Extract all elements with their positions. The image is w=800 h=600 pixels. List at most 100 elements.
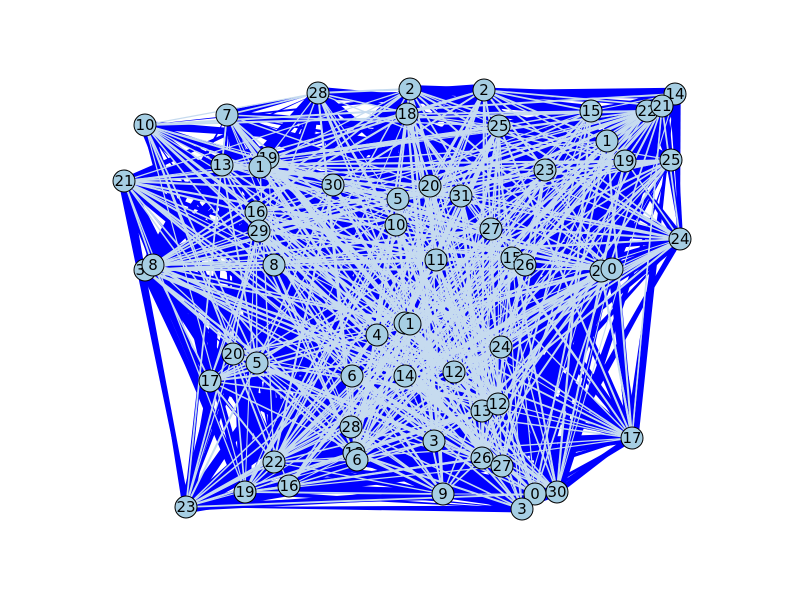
edge	[356, 110, 648, 461]
edge	[145, 270, 190, 508]
graph-node: 21	[112, 169, 136, 193]
graph-node: 24	[668, 227, 692, 251]
graph-node: 17	[620, 426, 644, 450]
node-circle	[487, 114, 511, 138]
edge	[123, 110, 648, 182]
edge	[255, 105, 663, 213]
edge	[221, 164, 334, 186]
node-label: 3	[517, 500, 527, 518]
node-label: 30	[547, 483, 566, 501]
node-label: 13	[472, 402, 491, 420]
edge	[453, 371, 633, 439]
node-label: 3	[429, 432, 439, 450]
edge	[123, 180, 275, 266]
node-label: 20	[420, 177, 439, 195]
node-circle	[141, 253, 165, 277]
graph-node: 30	[545, 480, 569, 504]
node-circle	[112, 169, 136, 193]
graph-node: 1	[595, 129, 619, 153]
edge	[288, 456, 483, 488]
edge	[186, 505, 523, 513]
node-circle	[422, 429, 446, 453]
node-label: 23	[176, 498, 195, 516]
edge	[267, 92, 319, 159]
edge	[429, 110, 592, 187]
graph-node: 13	[470, 399, 494, 423]
edge	[258, 230, 444, 495]
node-label: 25	[661, 151, 680, 169]
edge	[501, 110, 592, 467]
node-label: 29	[249, 222, 268, 240]
edge	[273, 461, 444, 495]
graph-node: 25	[659, 148, 683, 172]
edge	[244, 198, 399, 493]
graph-node: 28	[339, 415, 363, 439]
node-circle	[384, 213, 408, 237]
node-circle	[579, 99, 603, 123]
node-label: 27	[481, 220, 500, 238]
node-label: 9	[438, 485, 448, 503]
node-label: 26	[515, 256, 534, 274]
node-circle	[449, 184, 473, 208]
node-circle	[479, 217, 503, 241]
edge	[226, 114, 353, 377]
node-circle	[418, 174, 442, 198]
graph-node: 2	[472, 78, 496, 102]
node-label: 0	[530, 485, 540, 503]
edge	[273, 459, 358, 463]
edge	[500, 346, 558, 493]
node-label: 24	[670, 230, 689, 248]
node-label: 22	[264, 453, 283, 471]
edge	[256, 270, 602, 364]
node-circle	[620, 426, 644, 450]
node-circle	[533, 158, 557, 182]
node-label: 17	[622, 429, 641, 447]
node-label: 11	[426, 251, 445, 269]
node-label: 6	[347, 367, 357, 385]
edge	[232, 353, 246, 493]
edge	[209, 380, 444, 495]
node-circle	[133, 113, 157, 137]
node-label: 23	[535, 161, 554, 179]
edge	[273, 268, 613, 463]
graph-node: 16	[244, 200, 268, 224]
edge	[185, 230, 260, 508]
node-circle	[650, 94, 674, 118]
node-label: 15	[581, 102, 600, 120]
graph-node: 2	[398, 77, 422, 101]
graph-node: 21	[650, 94, 674, 118]
graph-node: 24	[489, 335, 513, 359]
graph-node: 6	[345, 448, 369, 472]
edge	[490, 125, 500, 230]
edge	[544, 158, 672, 172]
node-circle	[442, 360, 466, 384]
graph-node: 11	[424, 248, 448, 272]
edge	[145, 270, 212, 383]
graph-node: 16	[277, 474, 301, 498]
node-circle	[262, 253, 286, 277]
node-label: 31	[451, 187, 470, 205]
graph-node: 23	[533, 158, 557, 182]
edge	[480, 89, 486, 459]
node-circle	[221, 342, 245, 366]
edge	[221, 164, 633, 439]
edge	[429, 125, 500, 187]
node-label: 27	[492, 457, 511, 475]
node-circle	[393, 364, 417, 388]
graph-node: 4	[365, 323, 389, 347]
edge	[350, 140, 608, 428]
graph-node: 20	[418, 174, 442, 198]
node-label: 12	[488, 395, 507, 413]
node-label: 19	[615, 152, 634, 170]
node-circle	[472, 78, 496, 102]
node-circle	[600, 257, 624, 281]
edge	[258, 110, 648, 232]
graph-node: 22	[262, 450, 286, 474]
edge	[232, 353, 536, 495]
edge	[500, 346, 523, 510]
edge	[123, 180, 523, 510]
edge	[273, 334, 378, 463]
node-circle	[306, 81, 330, 105]
node-circle	[365, 323, 389, 347]
edge	[144, 124, 223, 166]
